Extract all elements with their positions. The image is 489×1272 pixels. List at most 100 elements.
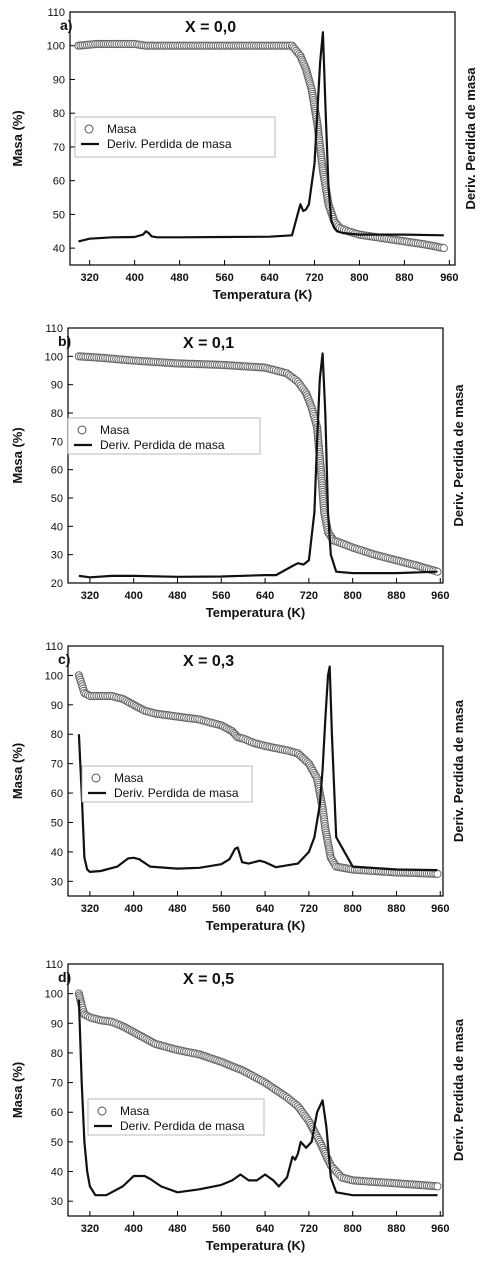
x-tick-label: 480 <box>170 272 188 284</box>
legend-circle-swatch <box>77 425 87 435</box>
deriv-line-series <box>77 665 438 873</box>
deriv-line-series <box>78 352 438 579</box>
x-tick-label: 800 <box>350 272 368 284</box>
y2-axis-label: Deriv. Perdida de masa <box>451 699 466 842</box>
y2-axis-label: Deriv. Perdida de masa <box>463 67 478 210</box>
legend-box <box>67 417 261 455</box>
legend-label: Deriv. Perdida de masa <box>114 786 239 800</box>
x-tick-label: 640 <box>260 272 278 284</box>
y-tick-label: 90 <box>51 700 63 712</box>
panel-label: b) <box>58 333 71 349</box>
legend-label: Deriv. Perdida de masa <box>107 137 232 151</box>
chart-title: X = 0,5 <box>183 971 234 988</box>
x-tick-label: 560 <box>212 590 230 602</box>
x-tick-label: 320 <box>80 272 98 284</box>
y-tick-label: 110 <box>45 323 63 335</box>
x-tick-label: 400 <box>125 272 143 284</box>
x-tick-label: 480 <box>168 590 186 602</box>
legend-box <box>81 765 253 803</box>
x-tick-label: 640 <box>256 1223 274 1235</box>
y-tick-label: 60 <box>51 465 63 477</box>
y-tick-label: 100 <box>45 670 63 682</box>
y-tick-label: 70 <box>53 142 65 154</box>
y-tick-label: 70 <box>51 1078 63 1090</box>
chart-b: 320 400 480 560 640 720 800 880 960 20 30 40 50 60 70 8… <box>10 323 466 620</box>
y-tick-label: 60 <box>53 176 65 188</box>
y-tick-label: 40 <box>51 847 63 859</box>
y-tick-label: 50 <box>53 209 65 221</box>
y-tick-label: 80 <box>51 408 63 420</box>
legend-circle-swatch <box>84 124 94 134</box>
chart-a: 320 400 480 560 640 720 800 880 960 40 50 60 70 80 90 1… <box>10 7 478 302</box>
legend-label: Masa <box>100 423 130 437</box>
y-tick-label: 100 <box>47 41 65 53</box>
y-tick-label: 80 <box>51 729 63 741</box>
x-tick-label: 720 <box>300 903 318 915</box>
y-tick-label: 100 <box>45 351 63 363</box>
deriv-line-series <box>77 999 438 1197</box>
x-tick-label: 560 <box>212 903 230 915</box>
legend-label: Deriv. Perdida de masa <box>100 438 225 452</box>
legend-label: Masa <box>107 122 137 136</box>
y-tick-label: 50 <box>51 817 63 829</box>
panel-d: 320 400 480 560 640 720 800 880 960 30 40 50 60 70 80 9… <box>0 954 489 1272</box>
masa-point <box>433 1182 442 1191</box>
x-tick-label: 720 <box>305 272 323 284</box>
y-tick-label: 110 <box>47 7 65 19</box>
legend-label: Masa <box>114 771 144 785</box>
x-tick-label: 960 <box>431 590 449 602</box>
chart-c: 320 400 480 560 640 720 800 880 960 30 40 50 60 70 80 9… <box>10 641 466 933</box>
x-tick-label: 400 <box>125 903 143 915</box>
x-tick-label: 960 <box>440 272 458 284</box>
panel-label: a) <box>60 17 72 33</box>
x-tick-label: 800 <box>343 590 361 602</box>
x-axis-label: Temperatura (K) <box>213 287 312 302</box>
deriv-line-series <box>78 31 444 243</box>
y-tick-label: 70 <box>51 759 63 771</box>
y-tick-label: 50 <box>51 493 63 505</box>
y-tick-label: 90 <box>53 74 65 86</box>
masa-point <box>439 244 448 253</box>
y-tick-label: 110 <box>45 641 63 653</box>
x-tick-label: 960 <box>431 1223 449 1235</box>
y-tick-label: 30 <box>51 876 63 888</box>
panel-label: c) <box>58 651 70 667</box>
x-tick-label: 800 <box>343 1223 361 1235</box>
chart-title: X = 0,1 <box>183 335 234 352</box>
x-tick-label: 560 <box>212 1223 230 1235</box>
x-axis-label: Temperatura (K) <box>206 1238 305 1253</box>
y-tick-label: 80 <box>53 108 65 120</box>
y-tick-label: 110 <box>45 959 63 971</box>
y-tick-label: 90 <box>51 1018 63 1030</box>
plot-frame <box>67 327 444 584</box>
y-axis-label: Masa (%) <box>10 743 25 799</box>
x-tick-label: 320 <box>81 1223 99 1235</box>
x-tick-label: 320 <box>81 903 99 915</box>
chart-title: X = 0,3 <box>183 653 234 670</box>
y-tick-label: 40 <box>51 1167 63 1179</box>
y-tick-label: 20 <box>51 578 63 590</box>
x-tick-label: 880 <box>387 1223 405 1235</box>
x-tick-label: 880 <box>387 590 405 602</box>
y-axis-label: Masa (%) <box>10 1062 25 1118</box>
x-tick-label: 720 <box>300 590 318 602</box>
legend-box <box>87 1098 265 1136</box>
chart-d: 320 400 480 560 640 720 800 880 960 30 40 50 60 70 80 9… <box>10 959 466 1253</box>
x-tick-label: 400 <box>125 1223 143 1235</box>
plot-frame <box>67 645 444 897</box>
x-tick-label: 400 <box>125 590 143 602</box>
x-tick-label: 480 <box>168 903 186 915</box>
legend-label: Deriv. Perdida de masa <box>120 1119 245 1133</box>
x-axis-label: Temperatura (K) <box>206 918 305 933</box>
legend-circle-swatch <box>97 1106 107 1116</box>
panel-label: d) <box>58 969 71 985</box>
y-tick-label: 30 <box>51 550 63 562</box>
x-tick-label: 880 <box>387 903 405 915</box>
y-tick-label: 50 <box>51 1137 63 1149</box>
y-axis-label: Masa (%) <box>10 110 25 166</box>
x-tick-label: 960 <box>431 903 449 915</box>
x-tick-label: 720 <box>300 1223 318 1235</box>
y-tick-label: 60 <box>51 788 63 800</box>
y-tick-label: 100 <box>45 989 63 1001</box>
y-tick-label: 40 <box>51 521 63 533</box>
